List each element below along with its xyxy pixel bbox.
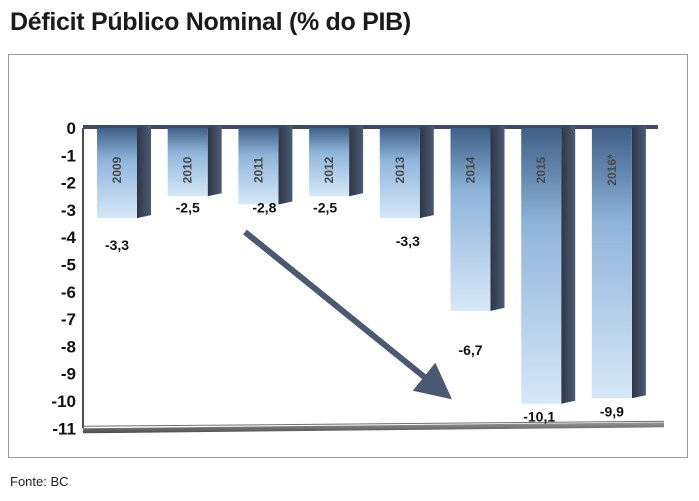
bar-front: [379, 128, 420, 219]
bar-2009: 2009: [97, 125, 151, 219]
y-tick-label: -5: [61, 256, 76, 275]
y-tick-label: 0: [67, 119, 76, 138]
bar-2013: 2013: [379, 125, 434, 219]
bar-front: [97, 128, 137, 219]
bar-2010: 2010: [167, 125, 222, 197]
bar-front: [450, 128, 491, 311]
bar-side: [278, 125, 293, 205]
category-label: 2011: [251, 157, 265, 183]
category-label: 2013: [393, 156, 407, 183]
bar-front: [309, 128, 350, 197]
value-label: -10,1: [523, 409, 555, 425]
data-labels: -3,3 -2,5 -2,8 -2,5 -3,3 -6,7 -10,1 -9,9: [105, 199, 624, 424]
bar-2015: 2015: [521, 125, 576, 404]
bar-2011: 2011: [238, 125, 293, 205]
category-label: 2009: [110, 156, 124, 183]
bar-side: [561, 125, 576, 404]
y-tick-label: -10: [51, 392, 76, 411]
y-tick-label: -4: [61, 228, 77, 247]
floor-plane: [83, 422, 664, 434]
y-tick-label: -11: [52, 419, 76, 438]
bar-front: [167, 128, 208, 197]
bar-side: [349, 125, 364, 197]
bar-side: [490, 125, 505, 311]
value-label: -3,3: [396, 233, 420, 249]
bar-side: [419, 125, 434, 219]
category-label: 2016*: [605, 154, 619, 186]
y-tick-label: -8: [61, 337, 76, 356]
category-label: 2015: [534, 156, 548, 183]
bar-front: [521, 128, 562, 404]
trend-arrow-line: [243, 229, 452, 400]
bar-front: [591, 128, 632, 399]
axis-floor: [82, 125, 665, 434]
y-tick-label: -7: [61, 310, 76, 329]
bar-front: [238, 128, 279, 205]
category-label: 2014: [464, 156, 478, 183]
bar-series: 2009 2010 2011 2012 2013 2014 2015 2016*: [97, 125, 646, 404]
value-label: -6,7: [458, 342, 482, 358]
bar-2014: 2014: [450, 125, 505, 311]
y-tick-label: -1: [61, 146, 76, 165]
bar-side: [631, 125, 646, 399]
category-label: 2010: [181, 156, 195, 183]
y-tick-label: -6: [61, 283, 76, 302]
value-label: -2,5: [176, 199, 200, 215]
bar-2016: 2016*: [591, 125, 646, 399]
category-label: 2012: [322, 156, 336, 183]
value-label: -9,9: [600, 403, 624, 419]
bar-side: [207, 125, 222, 197]
y-axis: 0 -1 -2 -3 -4 -5 -6 -7 -8 -9 -10 -11: [51, 119, 84, 438]
chart-title: Déficit Público Nominal (% do PIB): [10, 8, 411, 36]
value-label: -2,5: [313, 199, 337, 215]
y-tick-label: -2: [61, 174, 76, 193]
trend-arrow: [243, 229, 452, 400]
y-tick-label: -3: [61, 201, 76, 220]
y-tick-label: -9: [61, 365, 76, 384]
bar-2012: 2012: [309, 125, 364, 197]
value-label: -3,3: [105, 237, 129, 253]
source-note: Fonte: BC: [10, 474, 69, 489]
bar-side: [137, 125, 151, 219]
zero-baseline: [83, 125, 658, 129]
floor-edge: [82, 420, 665, 427]
value-label: -2,8: [252, 199, 276, 215]
